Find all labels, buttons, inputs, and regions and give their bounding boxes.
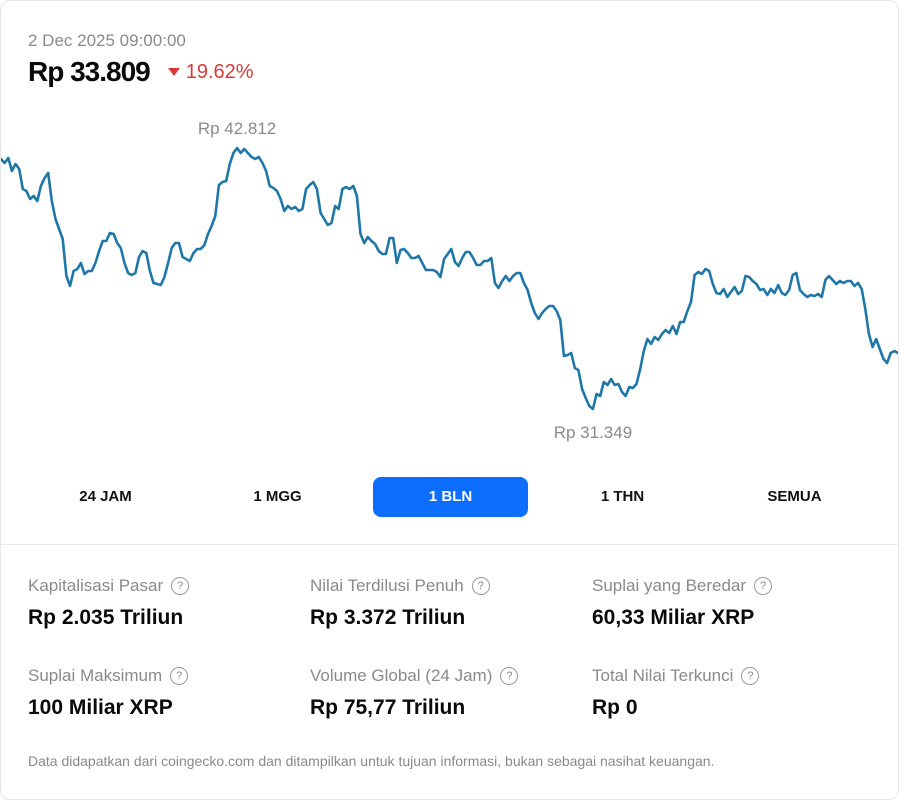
stat-global-volume: Volume Global (24 Jam)? Rp 75,77 Triliun	[310, 666, 519, 720]
stat-value: Rp 2.035 Triliun	[28, 606, 184, 629]
section-divider	[1, 544, 898, 545]
tab-24-jam[interactable]: 24 JAM	[79, 488, 132, 505]
question-circle-icon[interactable]: ?	[500, 667, 519, 685]
price-change: 19.62%	[167, 60, 254, 84]
stat-value: Rp 0	[592, 696, 638, 719]
question-circle-icon[interactable]: ?	[171, 577, 190, 595]
data-source-disclaimer: Data didapatkan dari coingecko.com dan d…	[28, 753, 715, 769]
question-circle-icon[interactable]: ?	[754, 577, 773, 595]
down-triangle-icon	[167, 68, 180, 76]
stat-label: Kapitalisasi Pasar	[28, 576, 164, 595]
tab-1-bln[interactable]: 1 BLN	[373, 477, 528, 517]
price-row: Rp 33.809 19.62%	[28, 56, 254, 88]
question-circle-icon[interactable]: ?	[741, 667, 760, 685]
question-circle-icon[interactable]: ?	[471, 577, 490, 595]
stat-max-supply: Suplai Maksimum? 100 Miliar XRP	[28, 666, 189, 720]
stat-label: Suplai yang Beredar	[592, 576, 747, 595]
stat-value: Rp 75,77 Triliun	[310, 696, 466, 719]
stat-fully-diluted: Nilai Terdilusi Penuh? Rp 3.372 Triliun	[310, 576, 490, 630]
chart-min-label: Rp 31.349	[554, 423, 632, 442]
stat-label: Suplai Maksimum	[28, 666, 163, 685]
current-price: Rp 33.809	[28, 56, 151, 87]
price-chart[interactable]: Rp 42.812 Rp 31.349	[1, 111, 899, 451]
stat-label: Nilai Terdilusi Penuh	[310, 576, 464, 595]
time-range-tabs: 24 JAM 1 MGG 1 BLN 1 THN SEMUA	[1, 477, 898, 517]
price-line-series	[1, 146, 898, 411]
tab-1-thn[interactable]: 1 THN	[600, 488, 645, 505]
tab-semua[interactable]: SEMUA	[767, 488, 822, 505]
stat-label: Total Nilai Terkunci	[592, 666, 734, 685]
price-timestamp: 2 Dec 2025 09:00:00	[28, 31, 186, 50]
tab-1-mgg[interactable]: 1 MGG	[253, 488, 302, 505]
stat-value: 60,33 Miliar XRP	[592, 606, 755, 629]
stat-value: 100 Miliar XRP	[28, 696, 173, 719]
question-circle-icon[interactable]: ?	[170, 667, 189, 685]
chart-max-label: Rp 42.812	[198, 119, 276, 138]
stat-value: Rp 3.372 Triliun	[310, 606, 466, 629]
stat-market-cap: Kapitalisasi Pasar? Rp 2.035 Triliun	[28, 576, 190, 630]
stat-circulating-supply: Suplai yang Beredar? 60,33 Miliar XRP	[592, 576, 773, 630]
stat-total-value-locked: Total Nilai Terkunci? Rp 0	[592, 666, 760, 720]
price-chart-svg[interactable]: Rp 42.812 Rp 31.349	[1, 111, 899, 451]
stat-label: Volume Global (24 Jam)	[310, 666, 493, 685]
price-change-percent: 19.62%	[185, 60, 254, 83]
